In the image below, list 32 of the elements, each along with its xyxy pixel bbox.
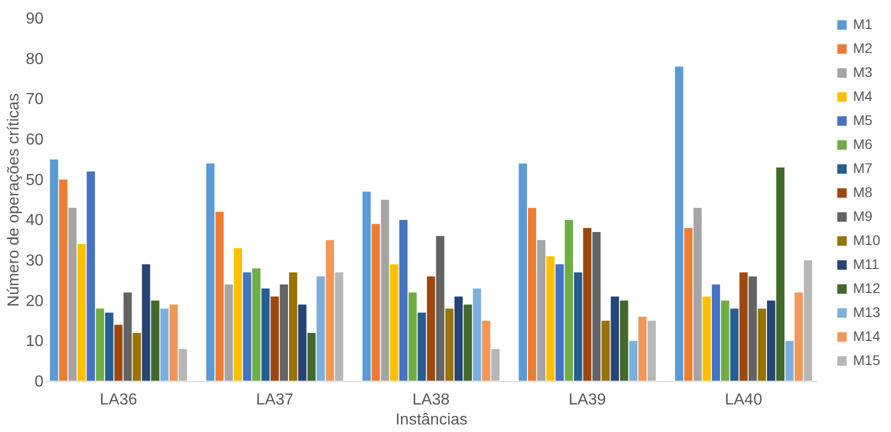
legend-label: M10 [853,232,880,248]
legend-label: M11 [853,256,880,272]
y-tick-label: 80 [26,50,44,68]
y-axis-title: Número de operações críticas [6,93,23,307]
y-tick-label: 0 [34,374,44,390]
y-tick-label: 40 [26,212,44,230]
y-tick-label: 20 [26,292,44,310]
x-tick-label: LA38 [412,392,450,408]
legend-label: M5 [853,112,873,128]
legend-label: M14 [853,328,880,344]
x-tick-label: LA40 [724,392,762,408]
x-axis-title: Instâncias [395,412,468,428]
legend-label: M1 [853,16,873,32]
y-tick-label: 70 [26,91,44,108]
legend-label: M13 [853,304,880,320]
legend-label: M2 [853,40,873,56]
legend-label: M6 [853,136,873,152]
x-tick-label: LA37 [256,392,294,408]
legend-label: M3 [853,64,873,80]
legend-label: M7 [853,160,873,176]
y-tick-label: 50 [26,172,44,189]
legend-label: M8 [853,184,873,200]
y-tick-label: 60 [26,132,44,148]
y-tick-label: 10 [26,333,44,350]
x-tick-label: LA36 [100,392,138,408]
legend-label: M4 [853,88,873,104]
y-tick-label: 90 [26,10,44,28]
legend-label: M15 [853,352,880,368]
legend-label: M12 [853,280,880,296]
y-tick-label: 30 [26,252,44,270]
legend-label: M9 [853,208,873,224]
x-tick-label: LA39 [568,392,606,408]
